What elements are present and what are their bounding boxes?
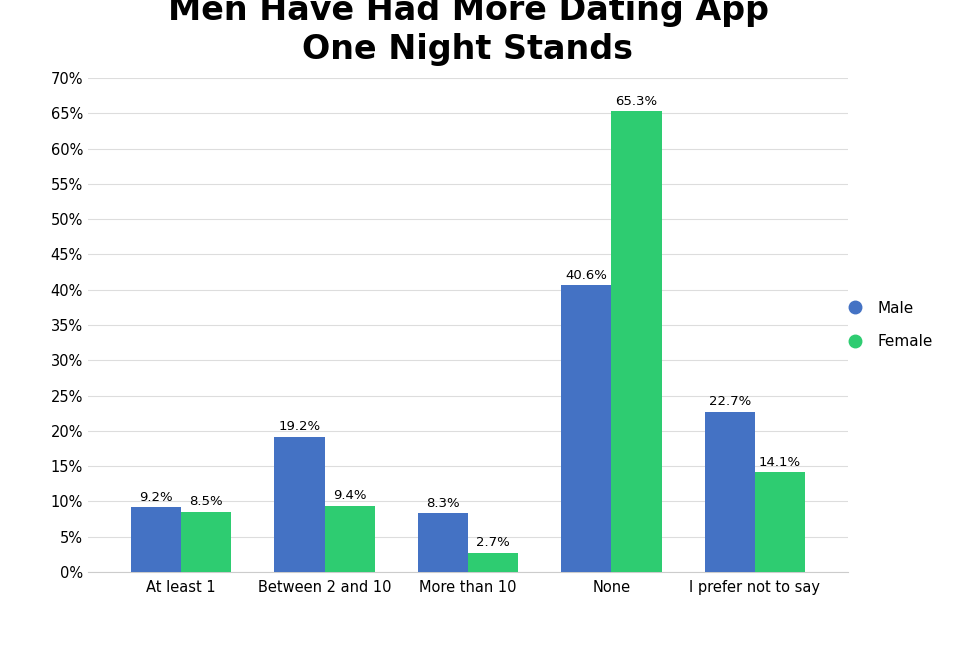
Text: 40.6%: 40.6%	[566, 269, 607, 282]
Text: 8.5%: 8.5%	[189, 495, 223, 508]
Text: 9.4%: 9.4%	[332, 489, 367, 502]
Legend: Male, Female: Male, Female	[834, 294, 940, 356]
Text: 14.1%: 14.1%	[759, 456, 801, 469]
Bar	[562, 285, 611, 572]
Bar	[325, 506, 374, 572]
Bar	[274, 437, 325, 572]
Text: 8.3%: 8.3%	[426, 497, 459, 510]
Bar	[417, 514, 468, 572]
Text: 9.2%: 9.2%	[139, 491, 173, 504]
Bar	[611, 111, 662, 572]
Text: 65.3%: 65.3%	[615, 95, 658, 108]
Text: 2.7%: 2.7%	[476, 536, 510, 549]
Bar	[705, 412, 755, 572]
Bar	[131, 507, 181, 572]
Bar	[181, 512, 231, 572]
Text: 22.7%: 22.7%	[709, 395, 751, 408]
Bar	[468, 553, 519, 572]
Title: Men Have Had More Dating App
One Night Stands: Men Have Had More Dating App One Night S…	[168, 0, 768, 66]
Text: 19.2%: 19.2%	[278, 420, 321, 433]
Bar	[755, 473, 805, 572]
